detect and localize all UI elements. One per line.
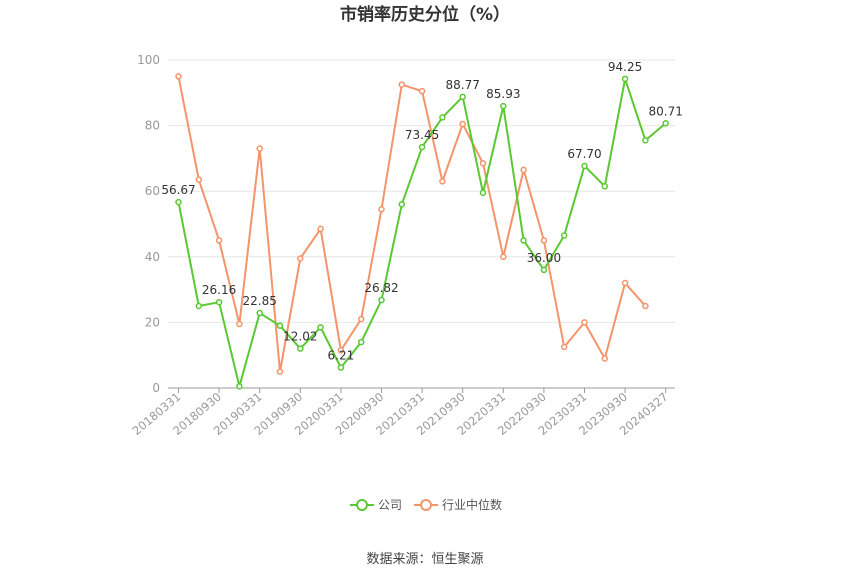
data-point-0 <box>236 383 243 390</box>
data-point-0 <box>256 309 263 317</box>
legend-label: 公司 <box>378 498 402 512</box>
data-point-0 <box>195 302 203 310</box>
y-tick-label: 100 <box>137 53 160 67</box>
data-point-1 <box>459 120 466 128</box>
data-point-0 <box>398 201 406 208</box>
data-point-1 <box>317 225 324 233</box>
data-label: 12.02 <box>283 330 317 344</box>
data-point-0 <box>540 266 548 274</box>
data-label: 22.85 <box>243 294 277 308</box>
data-point-1 <box>236 320 243 328</box>
data-point-0 <box>642 137 649 144</box>
y-tick-label: 40 <box>145 250 160 264</box>
y-tick-label: 0 <box>152 381 160 395</box>
data-point-0 <box>215 298 223 306</box>
data-point-1 <box>256 145 263 152</box>
axes: 0204060801002018033120180930201903312019… <box>130 53 675 438</box>
grid <box>168 59 675 323</box>
data-label: 6.21 <box>328 349 355 363</box>
data-point-0 <box>418 143 426 151</box>
data-label: 73.45 <box>405 128 439 142</box>
data-point-1 <box>601 355 609 362</box>
data-point-1 <box>175 73 182 80</box>
legend-label: 行业中位数 <box>442 497 502 512</box>
y-tick-label: 60 <box>145 184 160 198</box>
data-point-0 <box>439 114 446 121</box>
data-point-1 <box>500 253 507 261</box>
legend[interactable]: 公司 行业中位数 <box>350 497 502 512</box>
data-label: 88.77 <box>446 78 480 92</box>
data-point-0 <box>581 162 588 170</box>
data-point-0 <box>317 324 324 331</box>
data-point-1 <box>297 255 304 262</box>
data-point-1 <box>398 81 406 88</box>
data-point-1 <box>195 176 203 183</box>
data-point-1 <box>439 178 446 185</box>
data-label: 67.70 <box>567 147 601 161</box>
data-point-1 <box>418 87 426 95</box>
y-tick-label: 80 <box>145 119 160 133</box>
data-point-0 <box>560 232 568 239</box>
data-point-0 <box>297 345 304 352</box>
data-point-0 <box>337 364 345 371</box>
data-point-0 <box>459 93 466 101</box>
data-label: 85.93 <box>486 87 520 101</box>
data-point-1 <box>215 237 223 244</box>
data-point-1 <box>378 205 385 213</box>
data-point-0 <box>662 120 669 127</box>
source-note: 数据来源：恒生聚源 <box>366 552 483 567</box>
data-point-1 <box>560 343 568 351</box>
data-point-1 <box>581 319 588 326</box>
data-labels: 56.67 26.16 22.85 12.02 6.21 26.82 73.45 88.77 8… <box>161 60 683 363</box>
data-label: 26.16 <box>202 283 236 297</box>
data-point-0 <box>601 183 609 190</box>
data-point-0 <box>357 338 365 346</box>
legend-marker <box>356 499 368 511</box>
data-point-1 <box>276 368 284 375</box>
data-point-0 <box>621 75 629 83</box>
data-label: 26.82 <box>364 281 398 295</box>
series-layer <box>175 73 669 390</box>
data-point-1 <box>540 237 548 244</box>
data-label: 36.00 <box>527 251 561 265</box>
data-label: 94.25 <box>608 60 642 74</box>
data-point-1 <box>520 166 527 174</box>
data-point-1 <box>621 279 629 287</box>
data-point-1 <box>337 347 345 354</box>
data-point-0 <box>175 198 182 206</box>
data-point-0 <box>520 237 527 244</box>
series-line-1 <box>177 76 647 373</box>
legend-item-0[interactable]: 公司 <box>350 498 402 512</box>
data-point-0 <box>479 189 487 197</box>
data-point-1 <box>479 160 487 167</box>
y-tick-label: 20 <box>145 315 160 329</box>
data-point-0 <box>378 296 385 304</box>
data-point-0 <box>276 322 284 329</box>
legend-marker <box>420 499 432 511</box>
legend-item-1[interactable]: 行业中位数 <box>414 497 502 512</box>
data-label: 80.71 <box>649 104 683 118</box>
series-line-0 <box>177 77 667 388</box>
data-point-1 <box>642 302 649 310</box>
data-point-0 <box>500 102 507 110</box>
data-point-1 <box>357 315 365 323</box>
chart-title: 市销率历史分位（%） <box>340 4 510 25</box>
data-label: 56.67 <box>161 183 195 197</box>
